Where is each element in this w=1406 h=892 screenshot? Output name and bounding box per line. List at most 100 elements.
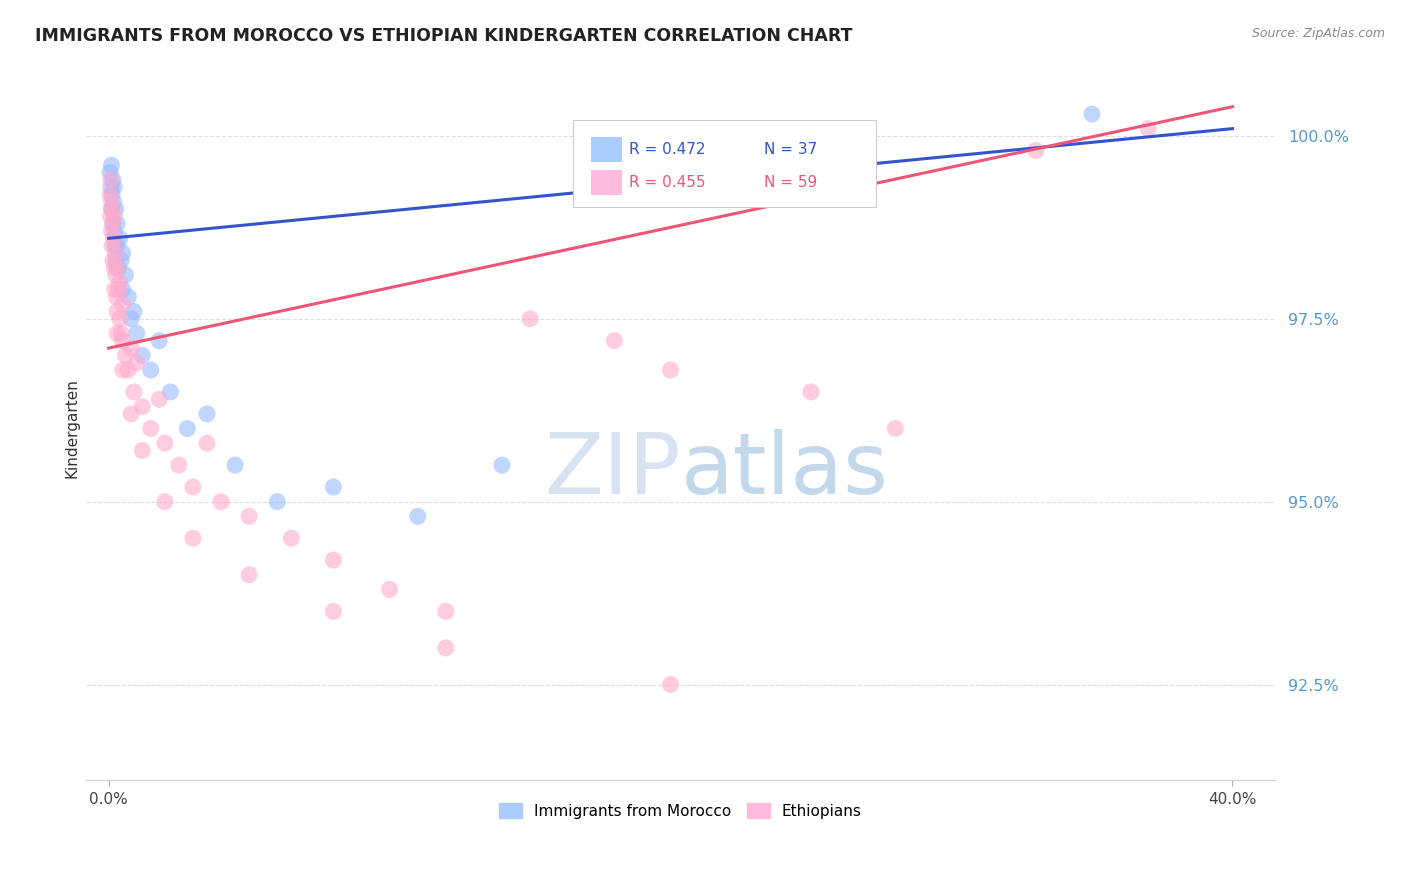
Point bbox=[238, 509, 260, 524]
Point bbox=[322, 604, 344, 618]
Point bbox=[120, 407, 142, 421]
Point bbox=[105, 217, 128, 231]
Point bbox=[159, 384, 181, 399]
Point bbox=[101, 173, 124, 187]
Text: atlas: atlas bbox=[681, 429, 889, 512]
Point bbox=[434, 604, 457, 618]
Point bbox=[181, 531, 204, 545]
Point bbox=[103, 260, 125, 275]
Point bbox=[103, 180, 125, 194]
Point bbox=[1081, 107, 1104, 121]
Point bbox=[139, 421, 162, 435]
Point bbox=[101, 217, 124, 231]
Text: ZIP: ZIP bbox=[544, 429, 681, 512]
Point bbox=[110, 326, 132, 341]
Point bbox=[105, 260, 128, 275]
Point bbox=[100, 180, 122, 194]
Point bbox=[104, 246, 127, 260]
Text: R = 0.472: R = 0.472 bbox=[630, 142, 706, 157]
FancyBboxPatch shape bbox=[592, 170, 621, 195]
Text: R = 0.455: R = 0.455 bbox=[630, 175, 706, 190]
Text: N = 37: N = 37 bbox=[763, 142, 817, 157]
Point bbox=[120, 341, 142, 355]
FancyBboxPatch shape bbox=[592, 137, 621, 162]
FancyBboxPatch shape bbox=[574, 120, 876, 207]
Point bbox=[167, 458, 190, 472]
Point bbox=[131, 400, 153, 414]
Point bbox=[103, 210, 125, 224]
Point bbox=[100, 194, 122, 209]
Point bbox=[238, 567, 260, 582]
Point bbox=[104, 238, 127, 252]
Point bbox=[148, 334, 170, 348]
Legend: Immigrants from Morocco, Ethiopians: Immigrants from Morocco, Ethiopians bbox=[494, 797, 868, 824]
Point bbox=[114, 268, 136, 282]
Point bbox=[1025, 144, 1047, 158]
Point bbox=[101, 238, 124, 252]
Point bbox=[266, 494, 288, 508]
Point bbox=[101, 187, 124, 202]
Point bbox=[125, 326, 148, 341]
Point bbox=[114, 348, 136, 362]
Point bbox=[659, 677, 682, 691]
Point bbox=[125, 356, 148, 370]
Point bbox=[1137, 121, 1160, 136]
Point bbox=[103, 224, 125, 238]
Point bbox=[519, 311, 541, 326]
Point bbox=[108, 275, 131, 289]
Point bbox=[800, 384, 823, 399]
Point bbox=[105, 290, 128, 304]
Point bbox=[100, 173, 122, 187]
Point bbox=[322, 480, 344, 494]
Text: Source: ZipAtlas.com: Source: ZipAtlas.com bbox=[1251, 27, 1385, 40]
Point bbox=[148, 392, 170, 407]
Point bbox=[98, 187, 121, 202]
Point bbox=[100, 202, 122, 216]
Point bbox=[107, 283, 129, 297]
Text: IMMIGRANTS FROM MOROCCO VS ETHIOPIAN KINDERGARTEN CORRELATION CHART: IMMIGRANTS FROM MOROCCO VS ETHIOPIAN KIN… bbox=[35, 27, 852, 45]
Point bbox=[103, 194, 125, 209]
Point bbox=[378, 582, 401, 597]
Point bbox=[107, 260, 129, 275]
Point bbox=[101, 217, 124, 231]
Point bbox=[100, 224, 122, 238]
Point bbox=[105, 304, 128, 318]
Point bbox=[111, 283, 134, 297]
Y-axis label: Kindergarten: Kindergarten bbox=[65, 378, 79, 478]
Point bbox=[322, 553, 344, 567]
Point bbox=[104, 283, 127, 297]
Point bbox=[104, 253, 127, 268]
Point bbox=[280, 531, 302, 545]
Point bbox=[101, 253, 124, 268]
Point bbox=[104, 202, 127, 216]
Point bbox=[117, 290, 139, 304]
Point bbox=[209, 494, 232, 508]
Point bbox=[104, 268, 127, 282]
Point bbox=[153, 494, 176, 508]
Point bbox=[195, 407, 218, 421]
Point bbox=[120, 311, 142, 326]
Point bbox=[176, 421, 198, 435]
Point bbox=[108, 311, 131, 326]
Point bbox=[659, 363, 682, 377]
Point bbox=[98, 165, 121, 179]
Point bbox=[117, 363, 139, 377]
Point bbox=[100, 210, 122, 224]
Point bbox=[103, 231, 125, 245]
Point bbox=[434, 640, 457, 655]
Point bbox=[224, 458, 246, 472]
Point bbox=[111, 334, 134, 348]
Point bbox=[108, 231, 131, 245]
Point bbox=[101, 202, 124, 216]
Point bbox=[111, 297, 134, 311]
Point bbox=[100, 158, 122, 172]
Point bbox=[195, 436, 218, 450]
Point bbox=[110, 253, 132, 268]
Point bbox=[406, 509, 429, 524]
Point bbox=[131, 443, 153, 458]
Point bbox=[153, 436, 176, 450]
Point bbox=[131, 348, 153, 362]
Point bbox=[122, 304, 145, 318]
Text: N = 59: N = 59 bbox=[763, 175, 817, 190]
Point bbox=[105, 238, 128, 252]
